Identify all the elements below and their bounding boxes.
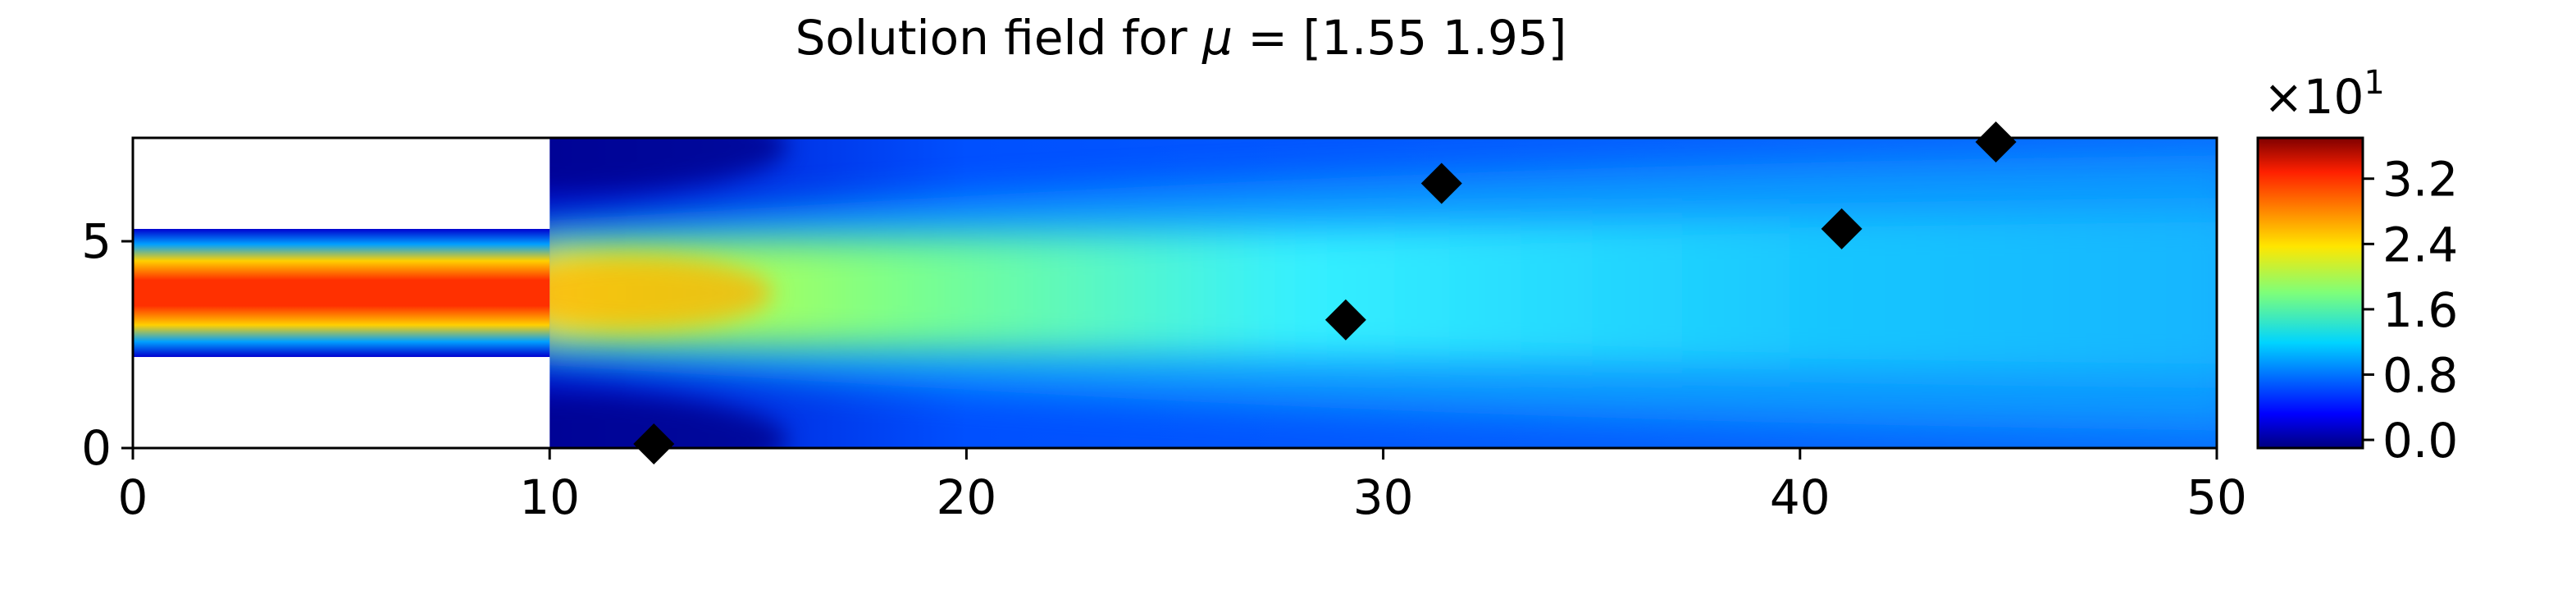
plot-frame: [131, 136, 2218, 450]
marker-diamond-2: [1324, 299, 1366, 341]
chart-title: Solution field for μ = [1.55 1.95]: [796, 10, 1567, 66]
inlet-channel-field: [133, 228, 550, 358]
solution-field: [133, 138, 2218, 448]
marker-diamond-1: [633, 423, 675, 464]
marker-diamond-5: [1975, 121, 2017, 163]
empty-region-top: [134, 139, 550, 229]
x-tick-label: 40: [1770, 469, 1831, 525]
x-tick-label: 30: [1353, 469, 1414, 525]
colorbar-tick-label: 1.6: [2382, 282, 2458, 338]
y-tick-label: 0: [81, 420, 112, 476]
x-tick-label: 0: [118, 469, 148, 525]
colorbar-multiplier: ×101: [2264, 64, 2385, 125]
x-tick-label: 50: [2186, 469, 2247, 525]
y-tick-label: 5: [81, 213, 112, 269]
colorbar-ticks: 0.0 0.8 1.6 2.4 3.2: [2363, 152, 2458, 469]
colorbar-gradient: [2256, 136, 2364, 450]
x-tick-label: 10: [519, 469, 580, 525]
x-tick-label: 20: [936, 469, 996, 525]
colorbar-tick-label: 2.4: [2382, 217, 2458, 272]
empty-region-bottom: [134, 357, 550, 447]
marker-diamond-4: [1821, 208, 1862, 249]
colorbar-tick-label: 0.8: [2382, 347, 2458, 403]
colorbar-tick-label: 3.2: [2382, 152, 2458, 208]
colorbar-tick-label: 0.0: [2382, 413, 2458, 469]
plot-axes: 0 10 20 30 40 50 0 5: [81, 136, 2247, 525]
sensor-markers: [633, 121, 2017, 464]
colorbar: 0.0 0.8 1.6 2.4 3.2 ×101: [2256, 64, 2458, 469]
marker-diamond-3: [1420, 162, 1462, 204]
jet-plume: [549, 138, 2218, 448]
